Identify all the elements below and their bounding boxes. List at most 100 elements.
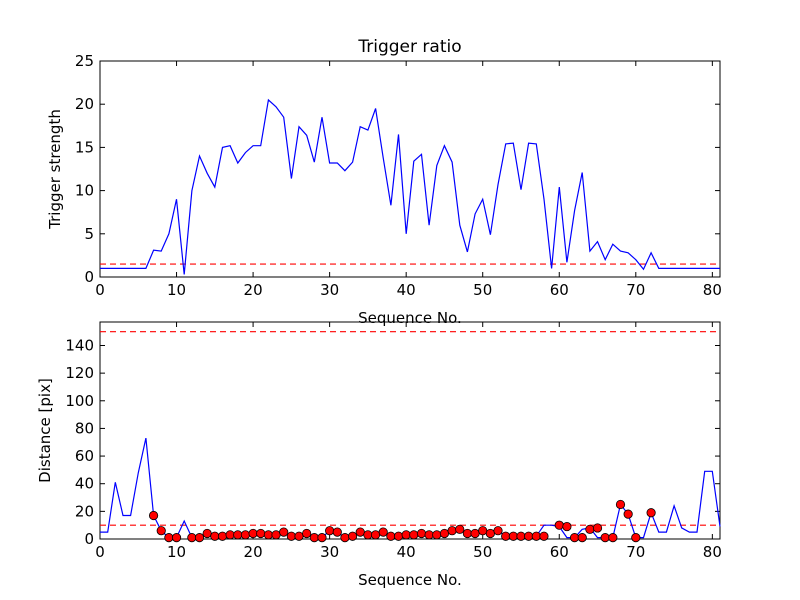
- data-point-marker: [279, 527, 289, 537]
- data-point-marker: [470, 528, 480, 539]
- y-tick-label: 20: [75, 95, 94, 113]
- x-axis-label: Sequence No.: [358, 309, 462, 327]
- data-point-marker: [562, 521, 572, 532]
- y-tick-label: 120: [65, 364, 94, 382]
- data-point-marker: [462, 528, 473, 539]
- y-tick-label: 140: [65, 336, 94, 354]
- data-point-marker: [355, 527, 365, 537]
- y-tick-label: 40: [75, 475, 94, 493]
- data-point-marker: [187, 533, 197, 543]
- distance-plot: 0 10 20 30 40 50 60 70 80 0 20 40 60 80 100 120 140 Seque…: [36, 321, 722, 589]
- data-point-marker: [294, 531, 304, 541]
- data-point-marker: [263, 530, 273, 540]
- y-tick-label: 0: [84, 268, 94, 286]
- y-tick-label: 15: [75, 138, 94, 156]
- trigger-ratio-plot: 0 10 20 30 40 50 60 70 80 0 5 10 15 20 25 Trigger ratio…: [46, 37, 722, 327]
- data-point-marker: [608, 533, 618, 543]
- data-point-marker: [516, 531, 526, 541]
- data-point-marker: [501, 531, 511, 541]
- series-line: [100, 437, 721, 539]
- y-tick-label: 10: [75, 182, 94, 200]
- data-point-marker: [332, 527, 342, 537]
- plot-frame: [99, 60, 721, 278]
- data-point-marker: [340, 533, 350, 543]
- data-point-marker: [240, 530, 251, 540]
- data-point-marker: [409, 530, 419, 540]
- series-line: [100, 98, 720, 275]
- x-tick-label: 40: [397, 543, 416, 561]
- data-point-marker: [271, 530, 281, 540]
- x-tick-label: 30: [320, 281, 339, 299]
- x-tick-label: 70: [626, 543, 645, 561]
- y-tick-label: 80: [75, 419, 94, 437]
- data-point-marker: [631, 533, 641, 543]
- data-point-marker: [455, 524, 465, 534]
- x-tick-label: 50: [473, 281, 492, 299]
- data-point-marker: [600, 533, 610, 543]
- data-point-marker: [171, 533, 182, 543]
- data-point-marker: [447, 526, 457, 536]
- x-tick-label: 20: [244, 281, 263, 299]
- data-point-marker: [493, 526, 503, 536]
- data-point-marker: [554, 520, 564, 530]
- data-point-marker: [217, 531, 228, 541]
- data-point-marker: [148, 510, 159, 521]
- data-point-marker: [524, 531, 534, 541]
- plot-frame: [99, 321, 721, 540]
- data-point-marker: [378, 527, 388, 537]
- x-tick-label: 50: [473, 543, 492, 561]
- data-point-marker: [233, 530, 243, 540]
- x-tick-label: 20: [244, 543, 263, 561]
- y-tick-label: 0: [84, 530, 94, 548]
- data-point-marker: [646, 508, 656, 518]
- data-point-marker: [424, 530, 434, 540]
- data-point-marker: [194, 533, 205, 543]
- y-tick-label: 100: [65, 392, 94, 410]
- y-axis-label: Trigger strength: [46, 109, 64, 230]
- data-point-marker: [202, 528, 212, 539]
- y-axis-label: Distance [pix]: [36, 378, 54, 483]
- data-point-marker: [393, 531, 404, 541]
- data-point-marker: [286, 531, 296, 541]
- x-tick-label: 60: [550, 543, 569, 561]
- data-point-marker: [592, 523, 603, 533]
- data-point-marker: [615, 499, 626, 510]
- x-axis-label: Sequence No.: [358, 571, 462, 589]
- y-tick-label: 5: [84, 225, 94, 243]
- chart-title: Trigger ratio: [357, 37, 461, 57]
- x-tick-label: 80: [703, 543, 722, 561]
- data-point-marker: [309, 533, 319, 543]
- data-point-marker: [302, 528, 312, 539]
- data-point-marker: [256, 528, 266, 539]
- data-point-marker: [370, 530, 381, 540]
- data-point-marker: [508, 531, 518, 541]
- data-point-marker: [569, 533, 580, 543]
- y-tick-label: 20: [75, 502, 94, 520]
- data-point-marker: [325, 526, 335, 536]
- x-tick-label: 0: [95, 281, 105, 299]
- x-tick-label: 80: [703, 281, 722, 299]
- data-point-marker: [248, 528, 258, 539]
- data-point-marker: [531, 531, 541, 541]
- y-tick-label: 60: [75, 447, 94, 465]
- y-tick-label: 25: [75, 52, 94, 70]
- x-tick-label: 70: [626, 281, 645, 299]
- data-point-marker: [439, 528, 450, 539]
- data-point-marker: [210, 531, 220, 541]
- data-point-marker: [623, 509, 633, 519]
- data-point-marker: [317, 533, 327, 543]
- data-point-marker: [363, 530, 373, 540]
- data-point-marker: [416, 528, 427, 539]
- data-point-marker: [401, 530, 411, 540]
- x-tick-label: 30: [320, 543, 339, 561]
- x-tick-label: 60: [550, 281, 569, 299]
- x-tick-label: 10: [167, 281, 186, 299]
- x-tick-label: 40: [397, 281, 416, 299]
- data-point-marker: [577, 533, 587, 543]
- data-point-marker: [539, 531, 549, 541]
- x-tick-label: 10: [167, 543, 186, 561]
- data-point-marker: [225, 530, 235, 540]
- data-point-marker: [347, 531, 358, 541]
- data-point-marker: [585, 524, 595, 534]
